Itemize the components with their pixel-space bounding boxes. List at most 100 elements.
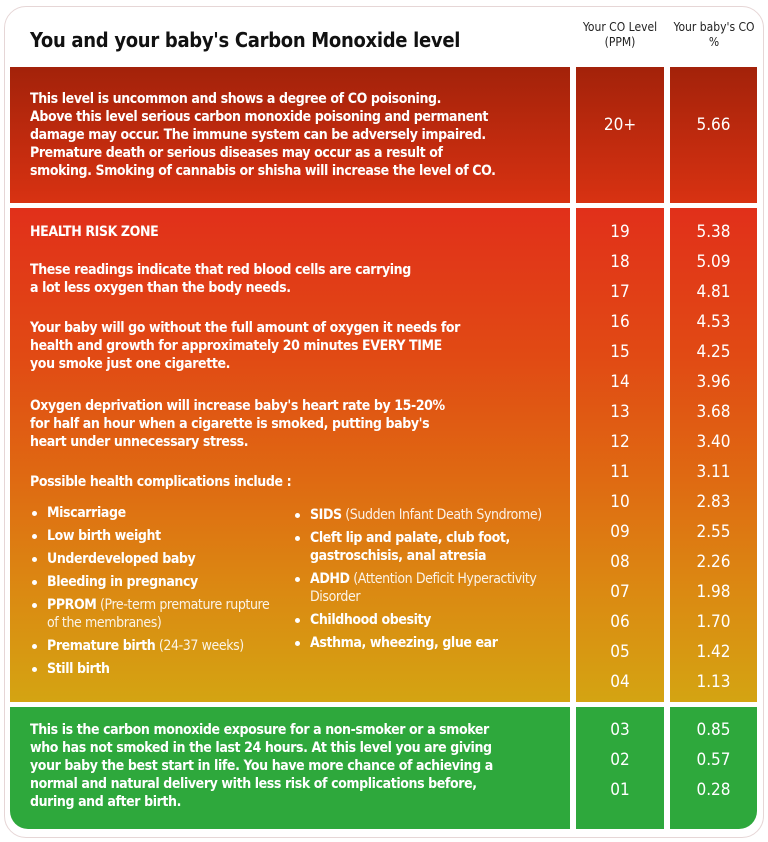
text-line: health and growth for approximately 20 m… (30, 338, 442, 354)
safe-ppm-column: 03 02 01 (576, 707, 664, 829)
text-line: Premature death or serious diseases may … (30, 145, 443, 161)
non-smoker-zone: This is the carbon monoxide exposure for… (10, 707, 570, 829)
ppm-value: 01 (610, 780, 630, 800)
ppm-value: 02 (610, 750, 630, 770)
text-line: during and after birth. (30, 794, 182, 810)
ppm-value: 20+ (603, 115, 637, 135)
text-line: These readings indicate that red blood c… (30, 262, 411, 278)
text-line: heart under unnecessary stress. (30, 434, 249, 450)
text-line: you smoke just one cigarette. (30, 356, 230, 372)
complication-name: Childhood obesity (310, 612, 431, 628)
complication-item: PPROM (Pre-term premature rupture of the… (30, 596, 275, 632)
pct-value: 3.11 (696, 462, 731, 482)
pct-value: 0.85 (696, 720, 731, 740)
complication-detail: (Pre-term premature rupture of the membr… (47, 597, 270, 631)
pct-value: 2.26 (696, 552, 731, 572)
health-risk-zone: HEALTH RISK ZONE These readings indicate… (10, 208, 570, 702)
pct-value: 4.25 (696, 342, 731, 362)
complication-item: Low birth weight (30, 527, 275, 545)
ppm-value: 17 (610, 282, 630, 302)
complication-detail: (24-37 weeks) (155, 638, 244, 654)
pct-value: 5.09 (696, 252, 731, 272)
complication-name: SIDS (310, 507, 342, 523)
ppm-value: 18 (610, 252, 630, 272)
ppm-value: 11 (610, 462, 630, 482)
pct-value: 4.53 (696, 312, 731, 332)
ppm-value: 09 (610, 522, 630, 542)
ppm-value: 06 (610, 612, 630, 632)
ppm-value: 13 (610, 402, 630, 422)
page-title: You and your baby's Carbon Monoxide leve… (30, 28, 461, 52)
risk-pct-column: 5.38 5.09 4.81 4.53 4.25 3.96 3.68 3.40 3.11 2.83… (670, 208, 757, 702)
complication-item: Premature birth (24-37 weeks) (30, 637, 275, 655)
safe-pct-column: 0.85 0.57 0.28 (670, 707, 757, 829)
ppm-value: 07 (610, 582, 630, 602)
pct-value: 0.28 (696, 780, 731, 800)
pct-value: 1.13 (696, 672, 731, 692)
complication-item: Asthma, wheezing, glue ear (293, 634, 543, 652)
ppm-value: 12 (610, 432, 630, 452)
ppm-value: 19 (610, 222, 630, 242)
pct-value: 1.42 (696, 642, 731, 662)
text-line: a lot less oxygen than the body needs. (30, 280, 291, 296)
complication-item: Childhood obesity (293, 611, 543, 629)
pct-value: 3.40 (696, 432, 731, 452)
complication-detail: (Attention Deficit Hyperactivity Disorde… (310, 571, 537, 605)
complication-name: ADHD (310, 571, 350, 587)
pct-value: 3.96 (696, 372, 731, 392)
text-line: your baby the best start in life. You ha… (30, 758, 493, 774)
poisoning-text: This level is uncommon and shows a degre… (30, 90, 496, 180)
pct-value: 0.57 (696, 750, 731, 770)
text-line: This is the carbon monoxide exposure for… (30, 722, 489, 738)
text-line: normal and natural delivery with less ri… (30, 776, 477, 792)
complication-item: Cleft lip and palate, club foot, gastros… (293, 529, 543, 565)
complications-list-right: SIDS (Sudden Infant Death Syndrome) Cleft… (293, 506, 543, 657)
complication-name: Still birth (47, 661, 110, 677)
complication-item: Underdeveloped baby (30, 550, 275, 568)
paragraph: These readings indicate that red blood c… (30, 261, 411, 297)
ppm-value: 15 (610, 342, 630, 362)
complication-name: Asthma, wheezing, glue ear (310, 635, 498, 651)
complication-name: Premature birth (47, 638, 156, 654)
ppm-value: 14 (610, 372, 630, 392)
text-line: for half an hour when a cigarette is smo… (30, 416, 430, 432)
pct-value: 1.98 (696, 582, 731, 602)
complication-item: SIDS (Sudden Infant Death Syndrome) (293, 506, 543, 524)
pct-value: 2.83 (696, 492, 731, 512)
complication-name: Bleeding in pregnancy (47, 574, 198, 590)
complication-item: Still birth (30, 660, 275, 678)
complication-name: Miscarriage (47, 505, 126, 521)
paragraph: Your baby will go without the full amoun… (30, 319, 460, 373)
pct-value: 5.38 (696, 222, 731, 242)
complication-item: Bleeding in pregnancy (30, 573, 275, 591)
pct-value: 1.70 (696, 612, 731, 632)
poisoning-ppm-cell: 20+ (576, 67, 664, 203)
text-line: Above this level serious carbon monoxide… (30, 109, 489, 125)
complication-item: ADHD (Attention Deficit Hyperactivity Di… (293, 570, 543, 606)
non-smoker-text: This is the carbon monoxide exposure for… (30, 721, 493, 811)
health-risk-heading: HEALTH RISK ZONE (30, 224, 159, 240)
ppm-value: 10 (610, 492, 630, 512)
ppm-value: 16 (610, 312, 630, 332)
complication-name: PPROM (47, 597, 97, 613)
complications-list-left: Miscarriage Low birth weight Underdevelope… (30, 504, 275, 683)
ppm-value: 08 (610, 552, 630, 572)
ppm-value: 05 (610, 642, 630, 662)
poisoning-pct-cell: 5.66 (670, 67, 757, 203)
text-line: who has not smoked in the last 24 hours.… (30, 740, 492, 756)
pct-value: 2.55 (696, 522, 731, 542)
complication-name: Underdeveloped baby (47, 551, 196, 567)
text-line: Your baby will go without the full amoun… (30, 320, 460, 336)
text-line: smoking. Smoking of cannabis or shisha w… (30, 163, 496, 179)
column-header-baby-co: Your baby's CO % (673, 20, 755, 49)
ppm-value: 03 (610, 720, 630, 740)
text-line: damage may occur. The immune system can … (30, 127, 486, 143)
complications-label: Possible health complications include : (30, 474, 292, 490)
ppm-value: 04 (610, 672, 630, 692)
complication-detail: (Sudden Infant Death Syndrome) (341, 507, 542, 523)
complication-item: Miscarriage (30, 504, 275, 522)
complication-name: Low birth weight (47, 528, 161, 544)
text-line: Oxygen deprivation will increase baby's … (30, 398, 445, 414)
risk-ppm-column: 19 18 17 16 15 14 13 12 11 10 09 08 07 06 05 04 (576, 208, 664, 702)
pct-value: 5.66 (696, 115, 731, 135)
